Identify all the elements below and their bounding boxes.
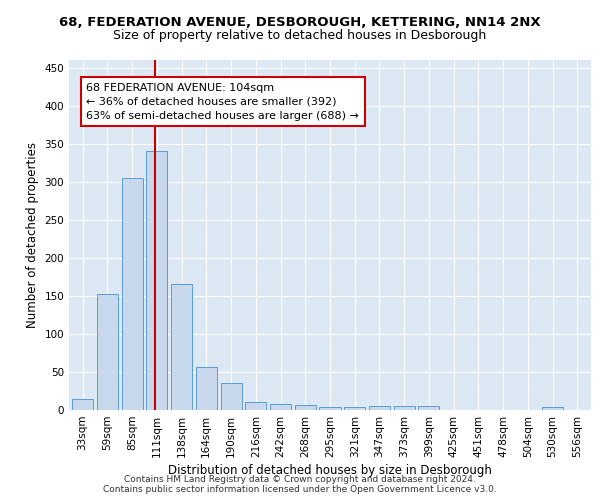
- Bar: [270, 404, 291, 410]
- Bar: [97, 294, 118, 410]
- Text: 68, FEDERATION AVENUE, DESBOROUGH, KETTERING, NN14 2NX: 68, FEDERATION AVENUE, DESBOROUGH, KETTE…: [59, 16, 541, 29]
- Bar: [196, 366, 217, 410]
- Bar: [171, 284, 192, 410]
- X-axis label: Distribution of detached houses by size in Desborough: Distribution of detached houses by size …: [168, 464, 492, 477]
- Bar: [72, 398, 93, 410]
- Bar: [418, 406, 439, 410]
- Bar: [344, 407, 365, 410]
- Bar: [221, 384, 242, 410]
- Bar: [245, 402, 266, 410]
- Bar: [295, 406, 316, 410]
- Text: Contains HM Land Registry data © Crown copyright and database right 2024.
Contai: Contains HM Land Registry data © Crown c…: [103, 474, 497, 494]
- Bar: [319, 407, 341, 410]
- Bar: [122, 178, 143, 410]
- Bar: [146, 152, 167, 410]
- Y-axis label: Number of detached properties: Number of detached properties: [26, 142, 39, 328]
- Bar: [394, 406, 415, 410]
- Text: 68 FEDERATION AVENUE: 104sqm
← 36% of detached houses are smaller (392)
63% of s: 68 FEDERATION AVENUE: 104sqm ← 36% of de…: [86, 83, 359, 121]
- Text: Size of property relative to detached houses in Desborough: Size of property relative to detached ho…: [113, 29, 487, 42]
- Bar: [542, 407, 563, 410]
- Bar: [369, 406, 390, 410]
